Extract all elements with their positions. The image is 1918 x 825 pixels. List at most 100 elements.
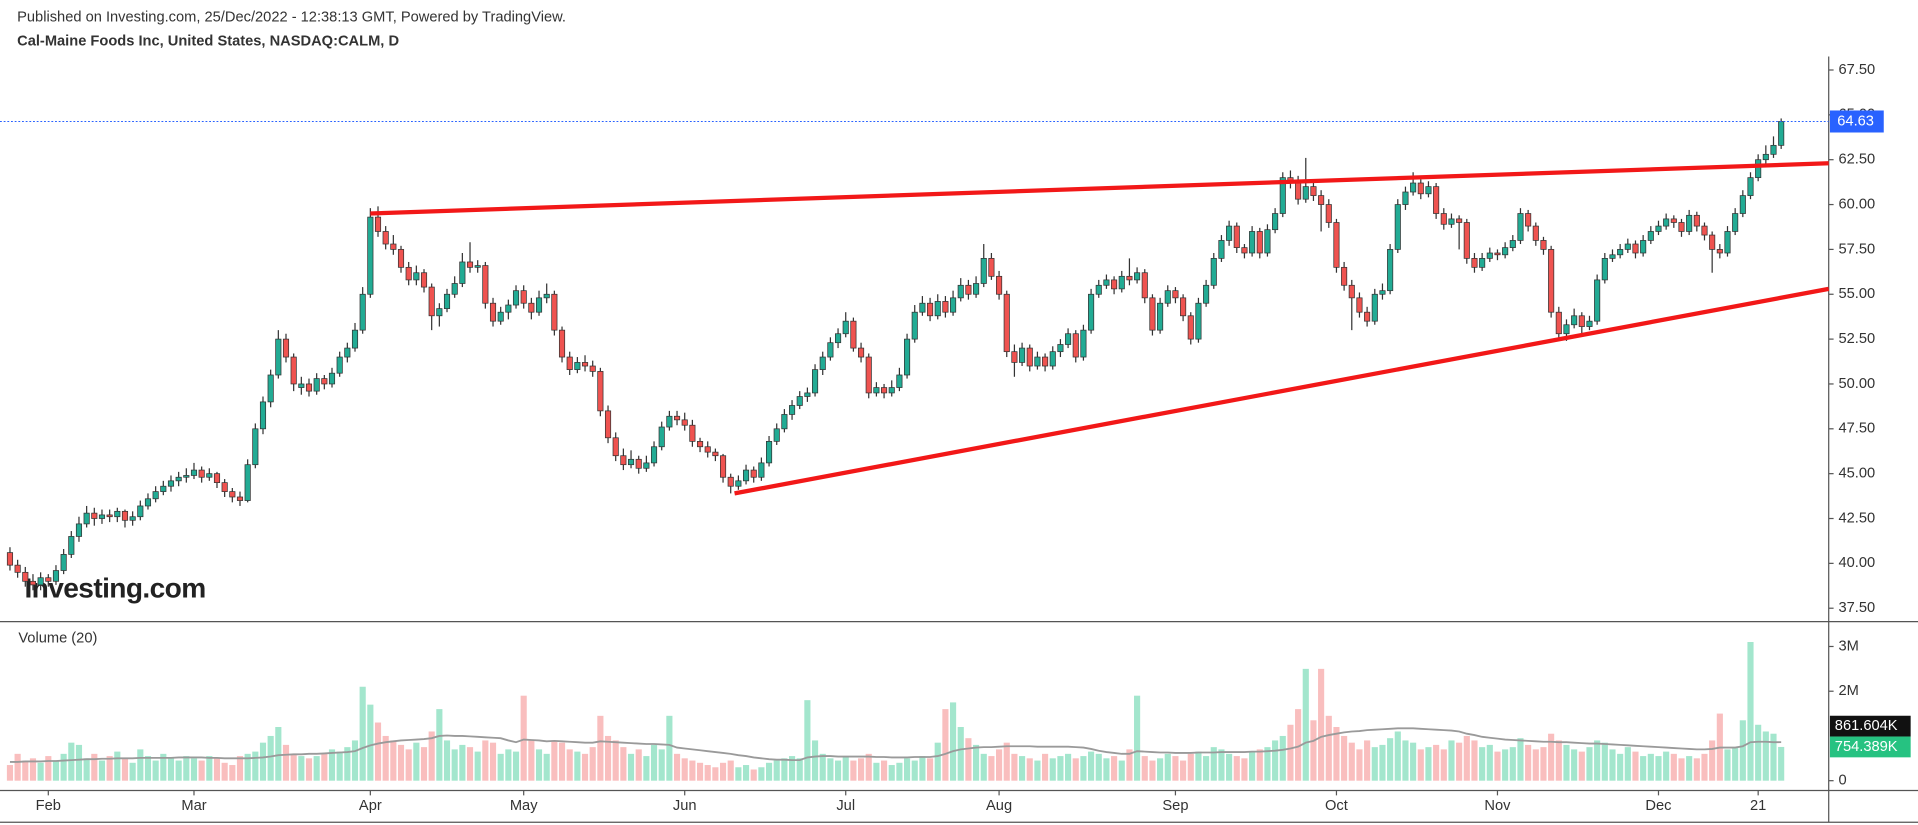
candle-body (735, 480, 742, 487)
volume-bar (121, 758, 129, 781)
volume-bar (37, 762, 44, 781)
y-tick-label: 60.00 (1838, 196, 1875, 212)
candle-body (1617, 249, 1624, 256)
candle-body (175, 476, 182, 482)
candle-body (1379, 290, 1386, 295)
volume-bar (328, 749, 336, 781)
published-note: Published on Investing.com, 25/Dec/2022 … (17, 9, 566, 25)
y-tick-label: 62.50 (1838, 152, 1875, 168)
candle-body (229, 491, 236, 498)
volume-bar (543, 753, 550, 781)
volume-bar (551, 740, 558, 781)
volume-bar (98, 760, 106, 781)
y-tick-label: 42.50 (1838, 510, 1875, 526)
last-price-label: 64.63 (1837, 113, 1874, 129)
volume-bar (1394, 731, 1401, 781)
candle-body (888, 387, 895, 394)
candle-body (980, 258, 987, 284)
volume-bar (1624, 747, 1631, 781)
volume-bar (52, 760, 60, 781)
volume-bar (1042, 753, 1049, 781)
candle-body (183, 475, 190, 478)
volume-bar (1448, 740, 1455, 781)
volume-bar (1402, 740, 1409, 781)
volume-bar (1701, 753, 1708, 781)
candle-body (1525, 213, 1532, 227)
candle-body (1693, 214, 1700, 227)
candle-body (267, 374, 274, 403)
candle-body (1655, 225, 1662, 232)
candle-body (1042, 356, 1049, 367)
candle-body (612, 437, 619, 457)
volume-bar (696, 762, 704, 781)
volume-bar (727, 760, 734, 781)
candle-body (336, 356, 343, 374)
volume-bar (1739, 720, 1746, 781)
candle-body (719, 455, 727, 478)
volume-bar (1172, 756, 1179, 781)
volume-bar (1548, 733, 1555, 781)
volume-bar (1571, 749, 1578, 781)
volume-bar (1463, 735, 1470, 781)
candle-body (1356, 297, 1363, 313)
volume-bar (1471, 740, 1478, 781)
volume-bar (91, 753, 98, 781)
candle-body (1502, 247, 1509, 256)
volume-bar (206, 756, 213, 781)
volume-bar (1555, 740, 1562, 781)
candle-body (1249, 231, 1256, 254)
candle-body (558, 329, 566, 358)
candle-body (1111, 279, 1118, 290)
volume-bar (106, 756, 113, 781)
volume-bar (1417, 749, 1424, 781)
volume-bar (535, 749, 543, 781)
volume-bar (1279, 735, 1286, 781)
y-tick-label: 55.00 (1838, 286, 1875, 302)
candle-body (704, 446, 711, 453)
moving-average (9, 727, 1782, 763)
candle-body (1402, 191, 1409, 205)
candle-body (927, 302, 934, 317)
volume-bar (229, 765, 236, 781)
candle-body (282, 338, 290, 358)
candle-body (1394, 204, 1401, 250)
x-tick-label: Oct (1325, 798, 1348, 814)
candle-body (313, 378, 320, 392)
candle-body (1149, 297, 1156, 331)
volume-bar (505, 749, 512, 781)
candle-body (865, 356, 872, 394)
candle-body (1410, 182, 1417, 193)
candle-body (1701, 225, 1708, 236)
candle-body (344, 347, 351, 358)
candle-body (1417, 182, 1424, 195)
candle-body (1218, 240, 1225, 259)
candle-body (911, 311, 918, 340)
candle-body (1003, 293, 1010, 353)
volume-bar (865, 753, 872, 781)
volume-bar (244, 753, 251, 781)
candle-body (1739, 195, 1746, 214)
candle-body (1387, 249, 1394, 292)
volume-bar (1049, 758, 1056, 781)
volume-bar (474, 751, 481, 781)
candle-body (1601, 258, 1608, 281)
volume-bar (581, 753, 589, 781)
candle-body (627, 458, 635, 466)
volume-bar (144, 756, 152, 781)
volume-bar (1663, 751, 1670, 781)
volume-bar (942, 709, 949, 781)
volume-bar (643, 756, 650, 781)
candle-body (666, 415, 673, 428)
volume-bar (14, 753, 21, 781)
candle-body (1670, 218, 1677, 223)
volume-bar (1632, 751, 1639, 781)
candle-body (1540, 240, 1547, 250)
candle-body (1126, 275, 1133, 281)
candle-body (858, 347, 865, 358)
volume-bar (75, 744, 83, 781)
volume-bar (857, 758, 865, 781)
candle-body (1164, 290, 1171, 304)
candle-body (144, 498, 152, 507)
volume-bar (673, 753, 681, 781)
candle-body (696, 441, 704, 448)
